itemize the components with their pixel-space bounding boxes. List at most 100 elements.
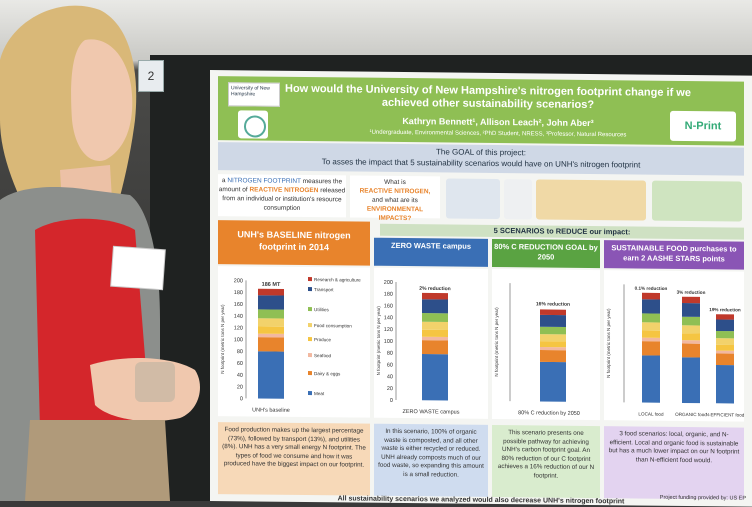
face <box>71 39 133 161</box>
sustainable-food-header: SUSTAINABLE FOOD purchases to earn 2 AAS… <box>604 240 744 270</box>
seal-logo <box>238 110 268 139</box>
skirt <box>25 420 170 501</box>
c-reduction-bar-segment <box>540 341 566 348</box>
poster-affiliations: ¹Undergraduate, Environmental Sciences, … <box>369 129 627 139</box>
zero-waste-bar-segment <box>422 292 448 300</box>
y-tick-label: 80 <box>237 349 243 355</box>
food-bar-segment <box>642 330 660 338</box>
y-tick-label: 120 <box>384 327 393 333</box>
zero-waste-description: In this scenario, 100% of organic waste … <box>374 423 488 497</box>
y-tick-label: 160 <box>384 303 393 309</box>
nprint-logo: N-Print <box>670 110 736 142</box>
baseline-bar-segment <box>258 337 284 352</box>
research-poster: University of New Hampshire How would th… <box>210 70 752 507</box>
food-bar-segment <box>716 330 734 339</box>
baseline-bar-segment <box>258 326 284 334</box>
y-tick-label: 100 <box>234 337 243 343</box>
food-bar-segment <box>682 343 700 358</box>
x-tick-label: ORGANIC food <box>675 412 707 417</box>
nitrogen-cycle-images <box>446 176 744 223</box>
legend-label: Utilities <box>314 307 330 312</box>
zero-waste-chart-svg: 0 20 40 60 80 100 120 140 160 180 200 N footprint (… <box>376 280 460 416</box>
name-tag <box>110 245 166 291</box>
y-axis-label: N footprint (metric tons N per year) <box>376 306 381 376</box>
legend-label: Dairy & eggs <box>314 371 341 376</box>
food-bar-segment <box>682 303 700 317</box>
food-bar-segment <box>716 319 734 332</box>
x-tick-label: ZERO WASTE campus <box>403 409 460 416</box>
reduction-label: 0.1% reduction <box>635 286 668 291</box>
food-bar-segment <box>642 292 660 300</box>
baseline-header: UNH's BASELINE nitrogen footprint in 201… <box>218 220 370 266</box>
food-bar-segment <box>642 337 660 342</box>
food-bar-segment <box>716 344 734 351</box>
reduction-label: 19% reduction <box>709 307 741 312</box>
nitrogen-cascade-diagram <box>536 179 646 221</box>
x-tick-label: N-EFFICIENT food <box>706 412 744 417</box>
c-reduction-bar-segment <box>540 361 566 402</box>
y-tick-label: 40 <box>387 374 393 380</box>
y-tick-label: 140 <box>234 314 243 320</box>
poster-title: How would the University of New Hampshir… <box>285 82 691 112</box>
c-reduction-bar-segment <box>540 326 566 335</box>
sustainable-food-description: 3 food scenarios: local, organic, and N-… <box>604 426 744 500</box>
x-tick-label: LOCAL food <box>638 411 664 416</box>
zero-waste-bar-segment <box>422 354 448 401</box>
unh-logo: University of New Hampshire <box>228 82 280 107</box>
poster-header: University of New Hampshire How would th… <box>218 76 744 146</box>
x-tick-label: UNH's baseline <box>252 407 290 413</box>
legend-swatch <box>308 323 312 328</box>
legend-swatch <box>308 391 312 396</box>
what-l2: REACTIVE NITROGEN, <box>359 187 431 196</box>
food-bar-segment <box>642 341 660 356</box>
reduction-label: 2% reduction <box>419 286 450 292</box>
legend-label: Research & agriculture <box>314 277 361 282</box>
presenter-person <box>0 5 200 501</box>
legend-swatch <box>308 353 312 358</box>
y-tick-label: 40 <box>237 373 243 379</box>
baseline-bar-segment <box>258 295 284 310</box>
scenarios-header: 5 SCENARIOS to REDUCE our impact: <box>380 223 744 240</box>
zero-waste-header: ZERO WASTE campus <box>374 237 488 267</box>
cup <box>135 362 175 402</box>
zero-waste-bar-segment <box>422 313 448 322</box>
what-is-box: What is REACTIVE NITROGEN, and what are … <box>350 175 440 222</box>
baseline-bar-segment <box>258 288 284 296</box>
food-bar-segment <box>716 353 734 366</box>
c-reduction-bar-segment <box>540 309 566 316</box>
sustainable-food-chart-svg: N footprint (metric tons N per year) 0.1%… <box>606 284 745 418</box>
y-axis-label: N footprint (metric tons N per year) <box>220 304 225 374</box>
def-term2: REACTIVE NITROGEN <box>249 186 319 195</box>
food-bar-segment <box>642 299 660 314</box>
arrows-image <box>504 179 532 220</box>
y-tick-label: 200 <box>384 280 393 286</box>
food-bar-segment <box>682 357 700 404</box>
legend-label: Seafood <box>314 353 332 358</box>
food-bar-segment <box>716 350 734 354</box>
food-bar-segment <box>716 314 734 320</box>
zero-waste-bar-segment <box>422 321 448 331</box>
total-label: 186 MT <box>262 282 281 288</box>
y-tick-label: 0 <box>240 396 243 402</box>
food-bar-segment <box>642 313 660 323</box>
food-bar-segment <box>682 296 700 304</box>
c-reduction-bar-segment <box>540 314 566 328</box>
legend-label: Meat <box>314 391 325 396</box>
legend-swatch <box>308 371 312 376</box>
definition-box: a NITROGEN FOOTPRINT measures the amount… <box>218 174 346 218</box>
legend-label: Produce <box>314 337 332 342</box>
c-reduction-header: 80% C REDUCTION GOAL by 2050 <box>492 238 600 269</box>
board-number-tag: 2 <box>138 60 164 92</box>
y-tick-label: 180 <box>384 292 393 298</box>
zero-waste-bar-segment <box>422 340 448 355</box>
y-axis-label: N footprint (metric tons N per year) <box>494 307 499 377</box>
y-tick-label: 20 <box>387 386 393 392</box>
c-reduction-bar-segment <box>540 347 566 351</box>
y-tick-label: 120 <box>234 325 243 331</box>
zero-waste-chart: 0 20 40 60 80 100 120 140 160 180 200 N footprint (… <box>374 267 488 419</box>
def-term: NITROGEN FOOTPRINT <box>227 177 301 185</box>
y-tick-label: 0 <box>390 398 393 404</box>
y-tick-label: 60 <box>387 362 393 368</box>
baseline-description: Food production makes up the largest per… <box>218 422 370 496</box>
baseline-bar-segment <box>258 333 284 338</box>
